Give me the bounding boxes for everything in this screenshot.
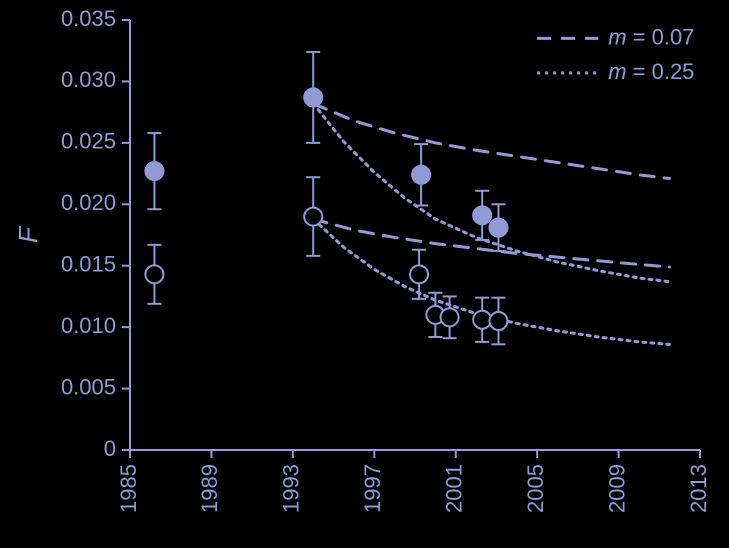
legend-label: m = 0.25 [608,59,694,84]
marker-filled [304,88,322,106]
x-tick-label: 2005 [523,464,548,513]
x-tick-label: 2009 [604,464,629,513]
marker-open [410,265,428,283]
y-tick-label: 0.020 [61,190,116,215]
marker-open [304,208,322,226]
legend-label: m = 0.07 [608,24,694,49]
x-tick-label: 1993 [279,464,304,513]
marker-filled [489,219,507,237]
x-tick-label: 2001 [442,464,467,513]
marker-open [145,265,163,283]
y-tick-label: 0.030 [61,67,116,92]
y-tick-label: 0.015 [61,252,116,277]
marker-open [441,308,459,326]
marker-filled [473,206,491,224]
y-tick-label: 0 [104,436,116,461]
marker-filled [412,166,430,184]
x-tick-label: 1985 [116,464,141,513]
y-tick-label: 0.005 [61,374,116,399]
y-tick-label: 0.010 [61,313,116,338]
chart: 0 0.005 0.010 0.015 0.020 0.025 0.030 0.035 F 198… [0,0,729,548]
x-tick-label: 2013 [686,464,711,513]
marker-open [473,311,491,329]
y-tick-label: 0.035 [61,6,116,31]
marker-filled [145,162,163,180]
marker-open [489,312,507,330]
y-tick-label: 0.025 [61,129,116,154]
x-tick-label: 1997 [360,464,385,513]
x-tick-label: 1989 [197,464,222,513]
y-axis-title: F [13,225,43,243]
